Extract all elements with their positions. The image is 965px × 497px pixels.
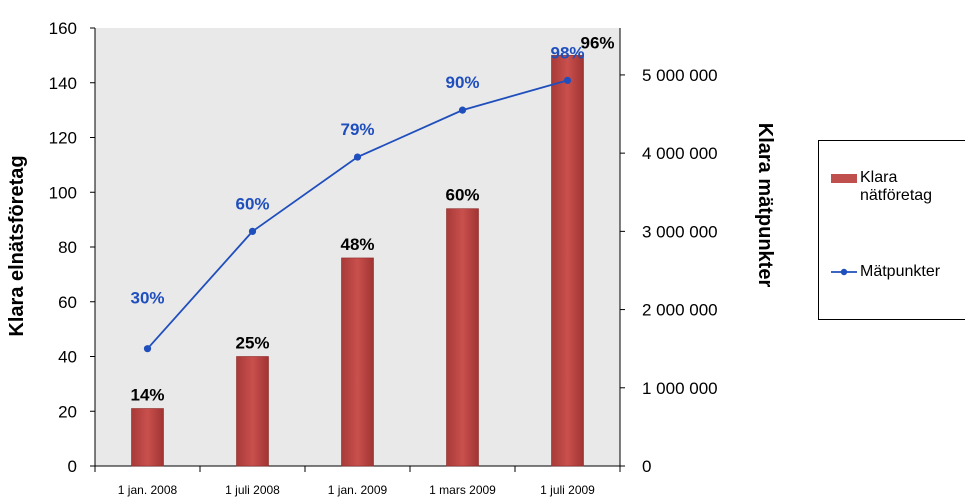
y2-tick-label: 0: [642, 457, 651, 476]
y2-tick-label: 1 000 000: [642, 379, 718, 398]
line-data-label: 98%: [550, 43, 584, 62]
legend-item-bars: Klara nätföretag: [831, 169, 965, 205]
y-tick-label: 40: [58, 348, 77, 367]
x-tick-label: 1 jan. 2008: [118, 483, 178, 497]
line-point: [143, 345, 152, 353]
y2-tick-label: 3 000 000: [642, 222, 718, 241]
line-point: [458, 106, 467, 114]
bar-data-label: 48%: [340, 235, 374, 254]
y-tick-label: 160: [49, 19, 77, 38]
y2-tick-label: 2 000 000: [642, 301, 718, 320]
y-tick-label: 20: [58, 402, 77, 421]
y2-axis-title: Klara mätpunkter: [754, 123, 776, 288]
line-data-label: 79%: [340, 120, 374, 139]
bar: [236, 356, 269, 467]
x-tick-label: 1 mars 2009: [429, 483, 496, 497]
y-tick-label: 120: [49, 129, 77, 148]
line-data-label: 30%: [130, 289, 164, 308]
y2-tick-label: 5 000 000: [642, 66, 718, 85]
y-tick-label: 0: [68, 457, 77, 476]
bar-data-label: 14%: [130, 386, 164, 405]
line-point: [353, 153, 362, 161]
legend-line-swatch: [831, 268, 857, 276]
bar-data-label: 25%: [235, 334, 269, 353]
x-tick-label: 1 jan. 2009: [328, 483, 388, 497]
line-point: [248, 227, 257, 235]
legend-line-label: Mätpunkter: [860, 263, 941, 280]
bar: [341, 257, 374, 467]
line-data-label: 60%: [235, 194, 269, 213]
y-axis-title: Klara elnätsföretag: [6, 155, 28, 336]
y-tick-label: 140: [49, 74, 77, 93]
legend-bar-swatch: [831, 174, 857, 183]
bar-data-label: 96%: [580, 33, 614, 52]
y-tick-label: 100: [49, 183, 77, 202]
x-tick-label: 1 juli 2008: [225, 483, 280, 497]
y2-tick-label: 4 000 000: [642, 144, 718, 163]
bar-data-label: 60%: [445, 186, 479, 205]
y-tick-label: 60: [58, 293, 77, 312]
legend: Klara nätföretag Mätpunkter: [818, 140, 965, 320]
legend-item-line: Mätpunkter: [831, 263, 940, 281]
line-point: [563, 76, 572, 85]
bar: [131, 408, 164, 467]
bar: [551, 55, 584, 467]
x-tick-label: 1 juli 2009: [540, 483, 595, 497]
line-data-label: 90%: [445, 73, 479, 92]
bar: [446, 208, 479, 467]
legend-bar-label: Klara nätföretag: [860, 169, 933, 204]
y-tick-label: 80: [58, 238, 77, 257]
